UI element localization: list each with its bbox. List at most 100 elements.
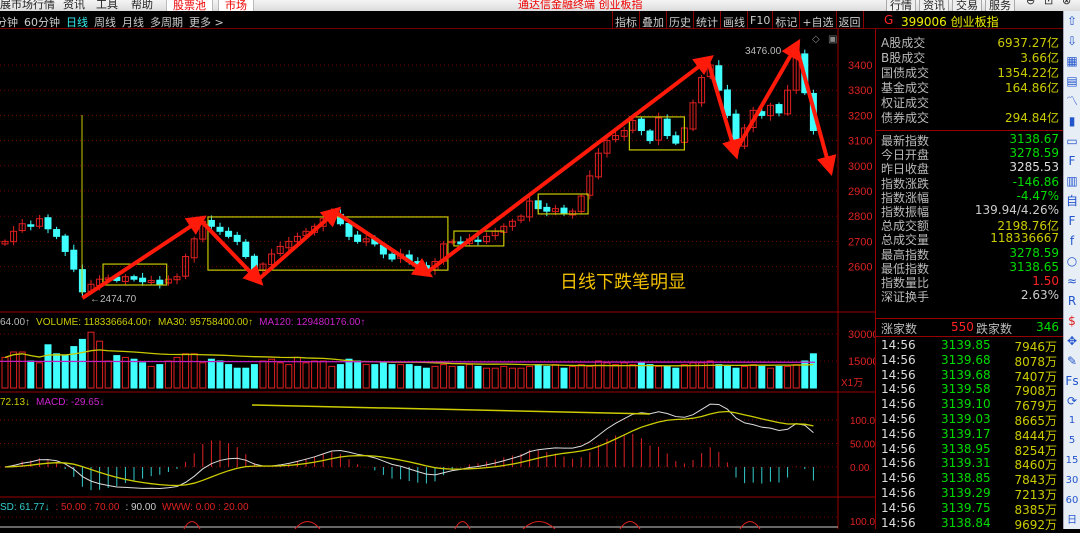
volume-legend-prefix: 64.00↑ [0,317,30,328]
volume-bar-down [801,360,809,389]
tick-volume: 7407万 [1014,369,1057,384]
divider [876,130,1064,131]
candle-up [190,238,198,259]
tool-pencil-icon[interactable]: pencil✎ [1066,354,1078,368]
btn-add-watchlist[interactable]: +自选 [799,11,835,29]
menu-news[interactable]: 资讯 [63,0,85,11]
volume-bar-up [698,362,706,389]
tool-S-icon[interactable]: S$ [1068,314,1076,328]
volume-bar-down [809,353,817,389]
btn-news[interactable]: 资讯 [919,0,949,11]
tool-日-icon[interactable]: 日 [1067,515,1077,526]
tool-15-icon[interactable]: 15 [1065,455,1079,466]
tool-grid-icon[interactable]: grid▦ [1066,54,1078,68]
volume-bar-down [53,353,61,389]
tool-refresh-icon[interactable]: refresh⟳ [1066,394,1078,408]
close-icon[interactable]: ⊗ [1062,0,1072,7]
tool-O-icon[interactable]: O○ [1066,254,1078,268]
volume-bar-up [87,331,95,389]
tool-table-icon[interactable]: table▤ [1066,74,1078,88]
candle-down [233,234,241,242]
stat-row: 今日开盘 3278.59 [881,146,1061,162]
tool-30-icon[interactable]: 30 [1065,475,1079,486]
btn-indicator[interactable]: 指标 [612,11,639,29]
tab-multi-period[interactable]: 多周期 [150,16,183,29]
minimize-icon[interactable]: ⊖ [1026,0,1036,7]
tab-stock-pool[interactable]: 股票池 [166,0,213,11]
tool-自-icon[interactable]: 自自 [1065,194,1078,208]
tool-F2-icon[interactable]: F2F [1068,214,1076,228]
volume-bar-up [311,360,319,389]
price-tick: 3400 [848,60,872,72]
tool-F-icon[interactable]: F▥ [1066,174,1078,188]
menu-tools[interactable]: 工具 [96,0,118,11]
kline-chart[interactable]: 3400 3300 3200 3100 3000 2900 2800 2700 2600 ←247… [0,29,875,529]
tool-move-icon[interactable]: move✥ [1066,334,1078,348]
tool-RSI-icon[interactable]: RSIR [1067,294,1077,308]
volume-bar-down [156,364,164,389]
tab-weekly[interactable]: 周线 [94,16,116,29]
btn-stats[interactable]: 统计 [693,11,720,29]
menu-help[interactable]: 帮助 [131,0,153,11]
btn-trade[interactable]: 交易 [952,0,982,11]
volume-tick: 15000 [848,356,875,368]
btn-draw[interactable]: 画线 [720,11,747,29]
tool-line-icon[interactable]: line〽 [1065,94,1078,108]
btn-mark[interactable]: 标记 [772,11,799,29]
tool-1-icon[interactable]: 1 [1068,415,1076,426]
tool-F10-icon[interactable]: F10F [1068,154,1076,168]
stat-row: 昨日收盘 3285.53 [881,160,1061,176]
candle-up [448,240,456,244]
quote-panel: A股成交 6937.27亿 B股成交 3.66亿 国债成交 1354.22亿 基金成交 164… [875,29,1064,532]
volume-bar-up [741,365,749,389]
tool-60-icon[interactable]: 60 [1065,495,1079,506]
restore-icon[interactable]: ⊡ [1044,0,1054,7]
tool-5-icon[interactable]: 5 [1068,435,1076,446]
tab-minute[interactable]: 分钟 [0,16,18,29]
stat-value: 3278.59 [1009,146,1059,161]
volume-bar-down [534,364,542,389]
tool-Fs-icon[interactable]: FsFs [1065,374,1079,388]
tool-chart-icon[interactable]: chart≈ [1066,274,1078,288]
tick-price: 3138.95 [941,441,991,456]
btn-quotes[interactable]: 行情 [886,0,916,11]
candle-up [594,152,602,178]
volume-ma120-line [0,360,816,363]
tool-arrow-down-icon[interactable]: arrow-down⇩ [1066,34,1078,48]
tab-60min[interactable]: 60分钟 [24,16,60,29]
volume-bar-up [190,353,198,389]
btn-history[interactable]: 历史 [666,11,693,29]
tab-more[interactable]: 更多 > [189,16,224,29]
tick-time: 14:56 [881,441,916,456]
tick-price: 3139.58 [941,382,991,397]
volume-bar-up [629,364,637,389]
btn-back[interactable]: 返回 [835,11,864,29]
tick-volume: 8665万 [1014,414,1057,428]
menu-market[interactable]: 展市场行情 [0,0,55,11]
volume-bar-down [560,367,568,389]
high-price-label: 3476.00 [745,46,782,57]
tool-arrow-up-icon[interactable]: arrow-up⇧ [1066,14,1078,28]
tick-row: 14:56 3138.84 9692万 [881,516,1061,532]
tab-market[interactable]: 市场 [218,0,254,11]
tool-window-icon[interactable]: window▭ [1066,134,1078,148]
tick-row: 14:56 3139.03 8665万 [881,412,1061,428]
tool-fx-icon[interactable]: fxf [1069,234,1075,248]
top-right-buttons: 行情 资讯 交易 服务 [886,0,1015,11]
tab-daily[interactable]: 日线 [66,16,88,29]
candle-down [354,234,362,242]
btn-f10[interactable]: F10 [747,11,772,29]
btn-service[interactable]: 服务 [985,0,1015,11]
btn-overlay[interactable]: 叠加 [639,11,666,29]
price-tick: 2900 [848,186,872,198]
pen-stroke-arrow [81,215,207,300]
tab-monthly[interactable]: 月线 [122,16,144,29]
stat-label: 指数涨跌 [881,176,930,191]
tick-volume: 7213万 [1014,488,1057,502]
tool-candles-icon[interactable]: candles▮ [1068,114,1076,128]
candle-down [250,255,258,273]
candle-up [689,102,697,130]
volume-bar-up [182,353,190,389]
volume-bar-up [577,364,585,389]
volume-bar-down [758,365,766,389]
